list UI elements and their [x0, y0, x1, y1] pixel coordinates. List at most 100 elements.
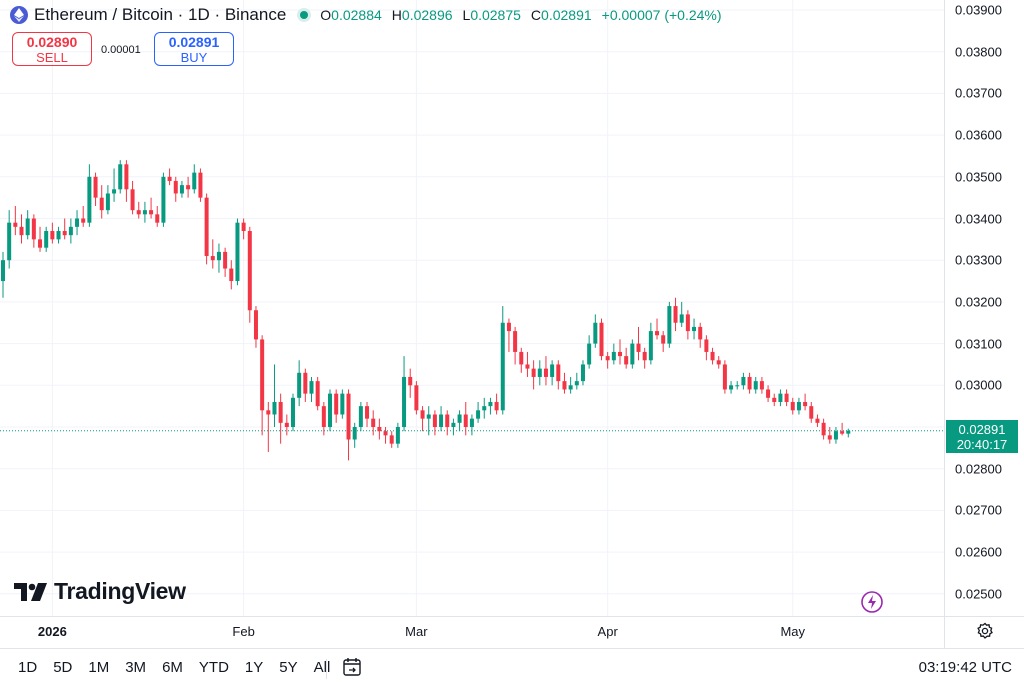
ohlc-change: +0.00007 (+0.24%) — [601, 7, 722, 23]
buy-button[interactable]: 0.02891 BUY — [154, 32, 234, 66]
candle-body — [223, 251, 228, 269]
last-price-tag: 0.02891 20:40:17 — [946, 420, 1018, 453]
candle — [31, 214, 36, 248]
candle-body — [402, 376, 407, 427]
calendar-icon[interactable] — [340, 655, 364, 684]
candle-body — [278, 401, 283, 423]
candle — [284, 414, 289, 436]
price-tick-label: 0.02600 — [955, 544, 1002, 560]
candle — [772, 393, 777, 407]
candle — [451, 418, 456, 436]
candle — [488, 397, 493, 415]
candle — [531, 360, 536, 390]
candle-body — [790, 401, 795, 411]
price-tick-label: 0.03600 — [955, 127, 1002, 143]
candle — [346, 389, 351, 461]
candle — [574, 372, 579, 390]
candle — [266, 401, 271, 453]
candle — [62, 218, 67, 240]
timeframe-button-5y[interactable]: 5Y — [279, 659, 298, 676]
candle — [445, 410, 450, 436]
ohlc-values: O0.02884 H0.02896 L0.02875 C0.02891 +0.0… — [320, 7, 721, 23]
ohlc-close: C0.02891 — [530, 7, 592, 23]
candle-body — [636, 343, 641, 352]
candle-body — [290, 397, 295, 427]
price-tick-label: 0.03500 — [955, 169, 1002, 185]
candle — [210, 239, 215, 269]
candle-body — [500, 322, 505, 411]
candle-body — [846, 430, 851, 434]
buy-price: 0.02891 — [168, 34, 220, 50]
candle — [303, 368, 308, 402]
candle-body — [149, 210, 154, 215]
timeframe-button-5d[interactable]: 5D — [53, 659, 73, 676]
timeframe-button-1d[interactable]: 1D — [18, 659, 38, 676]
candle — [272, 364, 277, 427]
flash-icon[interactable] — [860, 590, 884, 619]
candle-body — [1, 260, 5, 282]
timeframe-button-ytd[interactable]: YTD — [198, 659, 229, 676]
candle-body — [772, 397, 777, 402]
candle-body — [136, 210, 141, 215]
candle-body — [44, 231, 49, 248]
candle-body — [698, 326, 703, 340]
candle-body — [321, 406, 326, 427]
candle — [636, 326, 641, 361]
candle-body — [716, 360, 721, 365]
candle-body — [605, 356, 610, 361]
candle-body — [297, 372, 302, 398]
candle — [402, 356, 407, 432]
utc-clock[interactable]: 03:19:42 UTC — [918, 659, 1012, 676]
candle — [500, 306, 505, 415]
candle-body — [648, 331, 653, 361]
timeframe-button-1y[interactable]: 1Y — [244, 659, 264, 676]
timeframe-button-6m[interactable]: 6M — [162, 659, 183, 676]
candle-body — [414, 385, 419, 411]
timeframe-button-all[interactable]: All — [313, 659, 331, 676]
candle — [136, 201, 141, 219]
candle-body — [75, 218, 80, 227]
candle-body — [204, 197, 209, 257]
candle-body — [568, 385, 573, 390]
candlestick-chart[interactable] — [0, 0, 1024, 648]
candle-body — [198, 172, 203, 198]
candle — [784, 389, 789, 407]
candle — [93, 172, 98, 206]
ethereum-icon — [10, 6, 28, 24]
settings-icon[interactable] — [976, 622, 994, 645]
timeframe-button-1m[interactable]: 1M — [88, 659, 110, 676]
candle-body — [340, 393, 345, 415]
candle-body — [803, 401, 808, 407]
symbol-title[interactable]: Ethereum / Bitcoin · 1D · Binance — [34, 5, 287, 24]
candle-body — [87, 176, 92, 223]
candle-body — [235, 222, 240, 282]
candle — [809, 401, 814, 423]
candle — [371, 410, 376, 436]
candle-body — [469, 418, 474, 427]
price-tick-label: 0.02700 — [955, 502, 1002, 518]
candle-body — [747, 376, 752, 390]
tradingview-logo[interactable]: TradingView — [14, 578, 186, 605]
candle-body — [118, 164, 123, 190]
candle — [667, 301, 672, 348]
candle — [426, 406, 431, 436]
candle-body — [506, 322, 511, 332]
candle — [815, 414, 820, 427]
timeframe-button-3m[interactable]: 3M — [125, 659, 147, 676]
candle-body — [130, 189, 135, 211]
candle-body — [580, 364, 585, 382]
candle — [562, 372, 567, 394]
candle — [494, 393, 499, 415]
candle — [75, 210, 80, 236]
candle-body — [81, 218, 86, 223]
price-tick-label: 0.02800 — [955, 461, 1002, 477]
candle-body — [56, 231, 61, 240]
candle-body — [408, 376, 413, 386]
price-tick-label: 0.03100 — [955, 336, 1002, 352]
candle — [661, 331, 666, 352]
candle-body — [673, 306, 678, 323]
candle — [340, 389, 345, 419]
candle — [543, 356, 548, 386]
candle-body — [611, 351, 616, 361]
sell-button[interactable]: 0.02890 SELL — [12, 32, 92, 66]
